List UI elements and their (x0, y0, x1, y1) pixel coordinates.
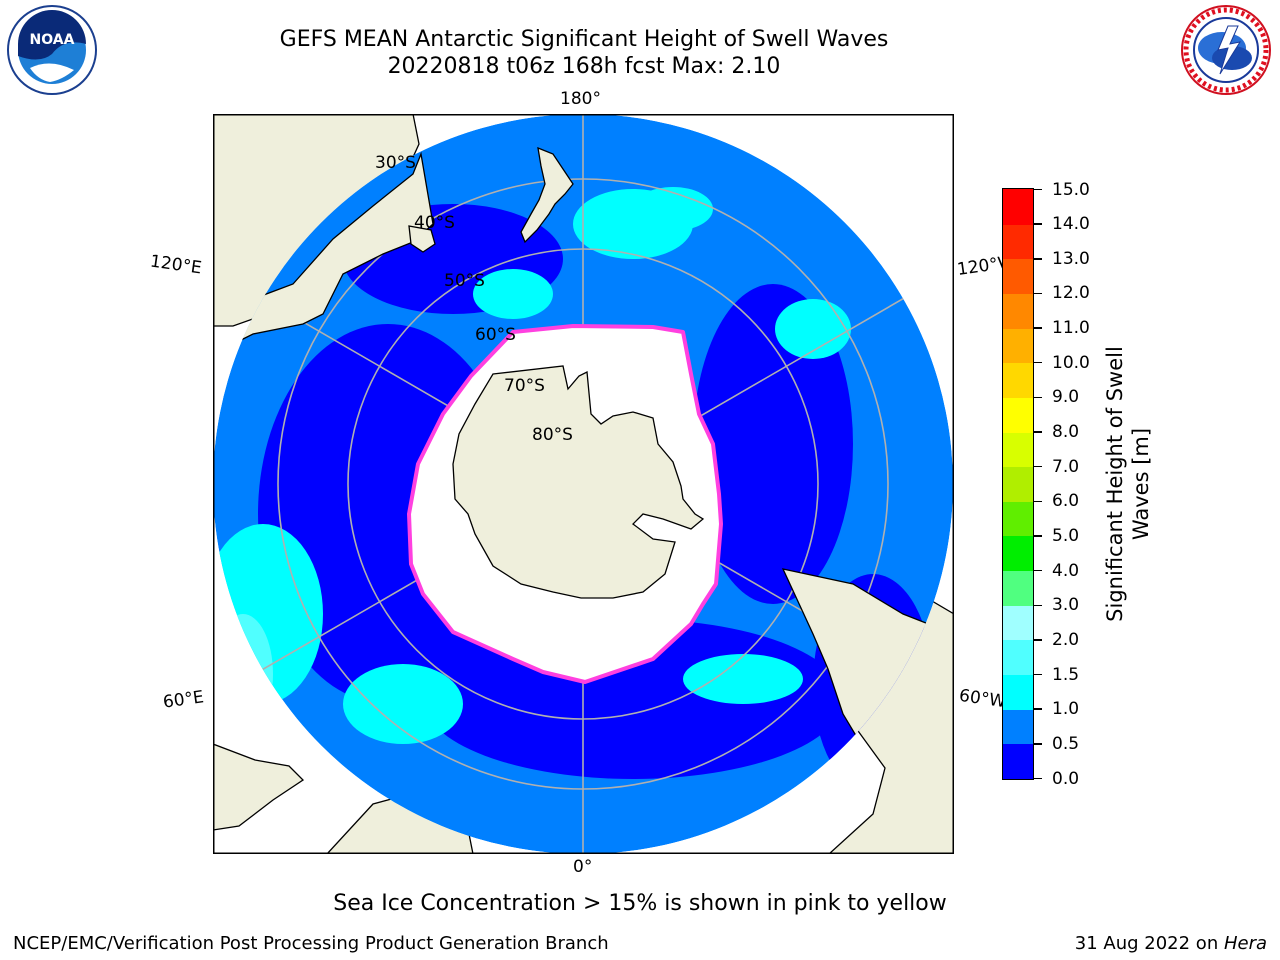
colorbar-segment (1003, 570, 1033, 606)
colorbar-tick-label: 1.0 (1052, 699, 1080, 720)
colorbar-tick (1034, 327, 1042, 329)
sea-ice-footnote: Sea Ice Concentration > 15% is shown in … (333, 891, 947, 916)
colorbar-tick-label: 10.0 (1052, 352, 1090, 373)
colorbar-tick (1034, 604, 1042, 606)
chart-subtitle: 20220818 t06z 168h fcst Max: 2.10 (387, 54, 781, 79)
colorbar-segment (1003, 397, 1033, 433)
colorbar-tick-label: 13.0 (1052, 248, 1090, 269)
colorbar-segment (1003, 431, 1033, 468)
colorbar-tick (1034, 361, 1042, 364)
colorbar-tick-label: 7.0 (1052, 456, 1080, 477)
colorbar-segment (1003, 639, 1033, 676)
colorbar-tick (1034, 292, 1042, 295)
colorbar-tick-label: 6.0 (1052, 491, 1080, 512)
tasmania (408, 225, 436, 253)
lat-label-80s: 80°S (532, 425, 573, 445)
colorbar-tick (1034, 500, 1042, 503)
lat-label-40s: 40°S (414, 213, 455, 233)
credit-date: 31 Aug 2022 on (1074, 933, 1224, 954)
colorbar-tick-label: 11.0 (1052, 318, 1090, 339)
colorbar-segment (1003, 674, 1033, 710)
lat-label-50s: 50°S (444, 271, 485, 291)
colorbar-tick (1034, 569, 1042, 572)
credit-host: Hera (1223, 933, 1267, 954)
colorbar-tick-label: 0.5 (1052, 733, 1080, 754)
colorbar-tick (1034, 743, 1042, 745)
colorbar-segment (1003, 501, 1033, 537)
colorbar-tick-label: 12.0 (1052, 283, 1090, 304)
colorbar-tick (1034, 223, 1042, 225)
chart-title: GEFS MEAN Antarctic Significant Height o… (279, 27, 889, 52)
colorbar-segment (1003, 224, 1033, 260)
colorbar-segment (1003, 362, 1033, 398)
lon-label-180: 180° (560, 89, 601, 109)
lat-label-30s: 30°S (375, 153, 416, 173)
colorbar-tick (1034, 535, 1042, 537)
credit-left: NCEP/EMC/Verification Post Processing Pr… (13, 933, 609, 954)
colorbar-tick (1034, 258, 1042, 260)
colorbar-tick-label: 4.0 (1052, 560, 1080, 581)
colorbar-tick (1034, 431, 1042, 433)
lon-label-120e: 120°E (148, 251, 203, 279)
colorbar-tick-label: 2.0 (1052, 629, 1080, 650)
colorbar-segment (1003, 293, 1033, 329)
colorbar-tick (1034, 188, 1042, 191)
lat-label-60s: 60°S (475, 325, 516, 345)
colorbar-segment (1003, 605, 1033, 641)
map-frame (213, 114, 954, 854)
colorbar-tick-label: 8.0 (1052, 422, 1080, 443)
lon-label-60e: 60°E (161, 687, 206, 713)
svg-text:NOAA: NOAA (30, 32, 75, 48)
credit-right: 31 Aug 2022 on Hera (1075, 933, 1267, 954)
colorbar-tick (1034, 777, 1042, 780)
colorbar-segment (1003, 743, 1033, 779)
antarctica (452, 365, 705, 599)
colorbar-tick (1034, 396, 1042, 399)
polar-map (213, 114, 954, 854)
colorbar-tick (1034, 673, 1042, 676)
colorbar-tick-label: 3.0 (1052, 595, 1080, 616)
colorbar-segment (1003, 189, 1033, 225)
colorbar-tick-label: 1.5 (1052, 664, 1080, 685)
colorbar-tick (1034, 639, 1042, 641)
colorbar-tick-label: 9.0 (1052, 387, 1080, 408)
colorbar-segment (1003, 709, 1033, 745)
new-zealand (520, 146, 574, 244)
colorbar-segment (1003, 466, 1033, 502)
colorbar (1002, 188, 1034, 780)
colorbar-tick (1034, 708, 1042, 710)
colorbar-segment (1003, 328, 1033, 364)
colorbar-segment (1003, 258, 1033, 294)
colorbar-label: Significant Height of Swell Waves [m] (1103, 346, 1153, 622)
nws-logo (1176, 4, 1276, 96)
lat-label-70s: 70°S (504, 376, 545, 396)
colorbar-tick-label: 5.0 (1052, 525, 1080, 546)
colorbar-tick-label: 0.0 (1052, 768, 1080, 789)
lon-label-0: 0° (573, 857, 593, 877)
noaa-logo: NOAA (2, 4, 102, 96)
colorbar-tick (1034, 465, 1042, 468)
colorbar-segment (1003, 535, 1033, 572)
colorbar-tick-label: 15.0 (1052, 179, 1090, 200)
lon-label-60w: 60°W (957, 685, 1008, 713)
colorbar-tick-label: 14.0 (1052, 214, 1090, 235)
